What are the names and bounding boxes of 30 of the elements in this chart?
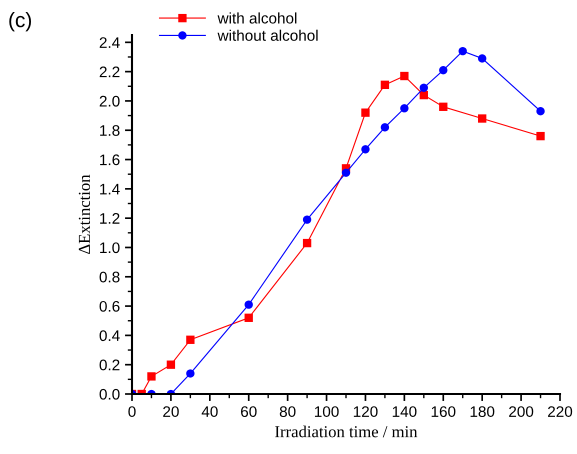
x-tick-label: 60	[241, 406, 257, 418]
x-tick-label: 200	[509, 406, 534, 418]
text: (c)	[9, 12, 31, 32]
y-tick-label: 1.4	[100, 184, 120, 194]
y-tick-label: 1.6	[100, 154, 120, 166]
x-tick-label: 120	[354, 406, 378, 418]
x-tick-label: 0	[128, 406, 136, 418]
y-tick-label: 1.0	[100, 242, 120, 254]
y-tick-label: 0.6	[100, 300, 120, 312]
x-tick-label: 160	[432, 406, 456, 418]
x-tick-label: 180	[470, 406, 494, 418]
x-tick-label: 40	[202, 406, 218, 418]
x-tick-label: 80	[280, 406, 296, 418]
legend-label: with alcohol	[218, 12, 296, 24]
y-axis-title: ΔExtinction	[78, 174, 90, 254]
y-tick-label: 1.2	[100, 213, 120, 224]
x-axis-title: Irradiation time / min	[275, 426, 418, 438]
x-tick-label: 20	[163, 406, 179, 418]
y-tick-label: 0.0	[100, 388, 120, 400]
y-tick-label: 0.8	[100, 272, 120, 282]
y-tick-label: 1.8	[100, 125, 120, 136]
x-tick-label: 140	[392, 406, 417, 418]
x-tick-label: 220	[548, 406, 572, 418]
legend-label: without alcohol	[218, 30, 318, 41]
x-tick-label: 100	[314, 406, 339, 418]
y-tick-label: 2.2	[100, 66, 120, 78]
y-tick-label: 2.4	[100, 37, 120, 48]
y-tick-label: 0.2	[100, 360, 120, 370]
y-tick-label: 0.4	[100, 330, 120, 342]
y-tick-label: 2.0	[100, 96, 120, 107]
